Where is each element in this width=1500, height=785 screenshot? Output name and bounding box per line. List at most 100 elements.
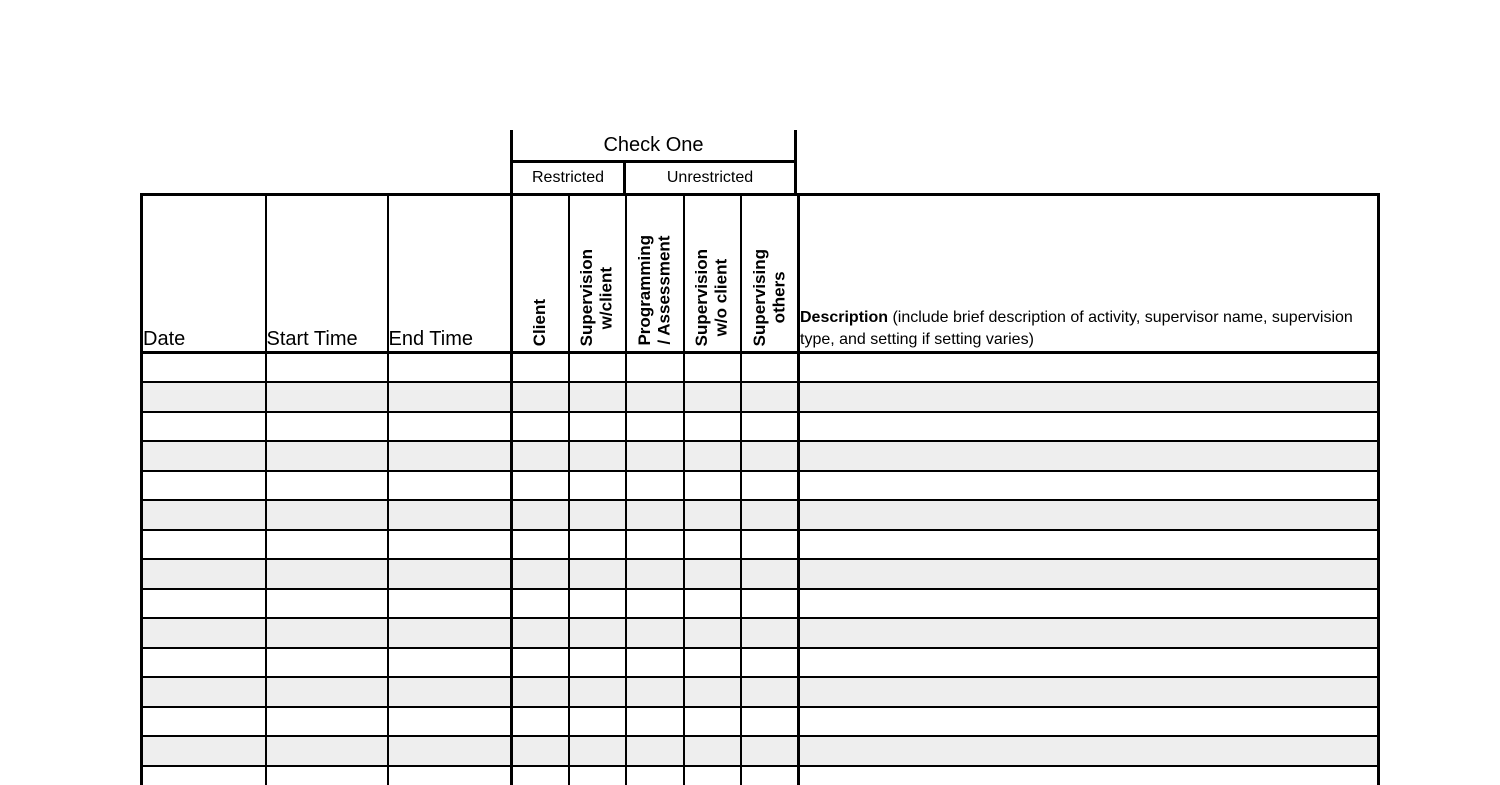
table-cell[interactable]	[510, 381, 570, 413]
table-cell[interactable]	[386, 469, 513, 501]
table-cell[interactable]	[624, 351, 685, 383]
table-cell[interactable]	[797, 735, 1380, 767]
table-cell[interactable]	[264, 735, 389, 767]
table-cell[interactable]	[386, 764, 513, 785]
table-cell[interactable]	[510, 351, 570, 383]
table-cell[interactable]	[510, 440, 570, 472]
table-cell[interactable]	[797, 617, 1380, 649]
table-cell[interactable]	[797, 676, 1380, 708]
table-cell[interactable]	[739, 764, 800, 785]
table-cell[interactable]	[140, 646, 267, 678]
table-cell[interactable]	[797, 558, 1380, 590]
table-cell[interactable]	[739, 499, 800, 531]
table-cell[interactable]	[510, 646, 570, 678]
table-cell[interactable]	[510, 499, 570, 531]
table-cell[interactable]	[264, 410, 389, 442]
table-cell[interactable]	[386, 587, 513, 619]
table-cell[interactable]	[386, 528, 513, 560]
table-cell[interactable]	[797, 646, 1380, 678]
table-cell[interactable]	[140, 440, 267, 472]
table-cell[interactable]	[567, 351, 627, 383]
table-cell[interactable]	[567, 705, 627, 737]
table-cell[interactable]	[682, 705, 742, 737]
table-cell[interactable]	[797, 705, 1380, 737]
table-cell[interactable]	[624, 646, 685, 678]
table-cell[interactable]	[624, 558, 685, 590]
table-cell[interactable]	[510, 705, 570, 737]
table-cell[interactable]	[140, 410, 267, 442]
table-cell[interactable]	[739, 705, 800, 737]
table-cell[interactable]	[510, 735, 570, 767]
table-cell[interactable]	[386, 676, 513, 708]
table-cell[interactable]	[624, 499, 685, 531]
table-cell[interactable]	[567, 587, 627, 619]
table-cell[interactable]	[140, 528, 267, 560]
table-cell[interactable]	[739, 410, 800, 442]
table-cell[interactable]	[264, 440, 389, 472]
table-cell[interactable]	[386, 705, 513, 737]
table-cell[interactable]	[264, 676, 389, 708]
table-cell[interactable]	[140, 381, 267, 413]
table-cell[interactable]	[386, 440, 513, 472]
table-cell[interactable]	[567, 558, 627, 590]
table-cell[interactable]	[510, 410, 570, 442]
table-cell[interactable]	[739, 587, 800, 619]
table-cell[interactable]	[797, 469, 1380, 501]
table-cell[interactable]	[386, 499, 513, 531]
table-cell[interactable]	[567, 646, 627, 678]
table-cell[interactable]	[682, 617, 742, 649]
table-cell[interactable]	[682, 381, 742, 413]
table-cell[interactable]	[567, 676, 627, 708]
table-cell[interactable]	[797, 351, 1380, 383]
table-cell[interactable]	[264, 705, 389, 737]
table-cell[interactable]	[510, 587, 570, 619]
table-cell[interactable]	[140, 351, 267, 383]
table-cell[interactable]	[264, 558, 389, 590]
table-cell[interactable]	[739, 676, 800, 708]
table-cell[interactable]	[510, 676, 570, 708]
table-cell[interactable]	[739, 646, 800, 678]
table-cell[interactable]	[264, 469, 389, 501]
table-cell[interactable]	[624, 381, 685, 413]
table-cell[interactable]	[264, 617, 389, 649]
table-cell[interactable]	[264, 528, 389, 560]
table-cell[interactable]	[682, 440, 742, 472]
table-cell[interactable]	[386, 410, 513, 442]
table-cell[interactable]	[797, 764, 1380, 785]
table-cell[interactable]	[140, 469, 267, 501]
table-cell[interactable]	[797, 410, 1380, 442]
table-cell[interactable]	[567, 617, 627, 649]
table-cell[interactable]	[682, 558, 742, 590]
table-cell[interactable]	[682, 499, 742, 531]
table-cell[interactable]	[567, 440, 627, 472]
table-cell[interactable]	[797, 440, 1380, 472]
table-cell[interactable]	[797, 499, 1380, 531]
table-cell[interactable]	[797, 528, 1380, 560]
table-cell[interactable]	[624, 735, 685, 767]
table-cell[interactable]	[264, 351, 389, 383]
table-cell[interactable]	[567, 499, 627, 531]
table-cell[interactable]	[624, 440, 685, 472]
table-cell[interactable]	[739, 351, 800, 383]
table-cell[interactable]	[140, 499, 267, 531]
table-cell[interactable]	[739, 528, 800, 560]
table-cell[interactable]	[386, 558, 513, 590]
table-cell[interactable]	[510, 617, 570, 649]
table-cell[interactable]	[567, 469, 627, 501]
table-cell[interactable]	[739, 381, 800, 413]
table-cell[interactable]	[682, 587, 742, 619]
table-cell[interactable]	[140, 676, 267, 708]
table-cell[interactable]	[510, 469, 570, 501]
table-cell[interactable]	[567, 735, 627, 767]
table-cell[interactable]	[739, 558, 800, 590]
table-cell[interactable]	[510, 528, 570, 560]
table-cell[interactable]	[682, 735, 742, 767]
table-cell[interactable]	[386, 351, 513, 383]
table-cell[interactable]	[797, 587, 1380, 619]
table-cell[interactable]	[624, 587, 685, 619]
table-cell[interactable]	[140, 617, 267, 649]
table-cell[interactable]	[567, 528, 627, 560]
table-cell[interactable]	[386, 381, 513, 413]
table-cell[interactable]	[264, 499, 389, 531]
table-cell[interactable]	[140, 705, 267, 737]
